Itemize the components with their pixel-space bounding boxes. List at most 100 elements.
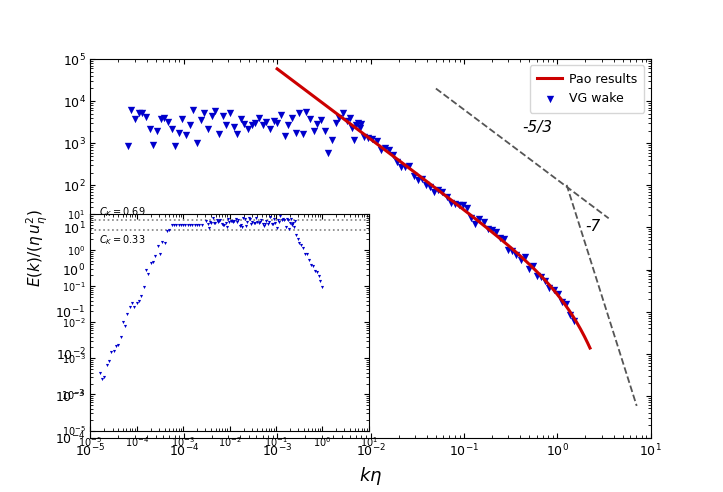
Point bbox=[98, 373, 110, 381]
VG wake bbox=[228, 123, 239, 131]
VG wake bbox=[531, 273, 543, 280]
VG wake bbox=[304, 116, 316, 123]
VG wake bbox=[260, 118, 272, 125]
Point bbox=[275, 213, 286, 220]
Point bbox=[244, 215, 255, 223]
Point bbox=[236, 223, 248, 231]
VG wake bbox=[283, 121, 294, 129]
VG wake bbox=[173, 129, 184, 137]
Point bbox=[166, 221, 177, 229]
VG wake bbox=[242, 125, 254, 133]
VG wake bbox=[257, 121, 268, 128]
Point bbox=[283, 225, 295, 233]
VG wake bbox=[184, 121, 195, 129]
Point bbox=[223, 218, 235, 226]
VG wake bbox=[286, 114, 298, 122]
Point bbox=[270, 219, 281, 227]
VG wake bbox=[246, 121, 257, 128]
Point bbox=[138, 283, 150, 291]
Point bbox=[266, 220, 278, 228]
VG wake bbox=[519, 252, 531, 260]
VG wake bbox=[199, 110, 210, 118]
Point bbox=[277, 215, 288, 222]
VG wake bbox=[354, 124, 366, 132]
VG wake bbox=[312, 120, 323, 127]
Point bbox=[152, 242, 163, 249]
VG wake bbox=[379, 144, 390, 152]
Pao results bbox=[375, 143, 383, 149]
VG wake bbox=[290, 129, 301, 137]
Point bbox=[121, 310, 133, 318]
Point bbox=[113, 341, 124, 349]
VG wake bbox=[457, 202, 469, 210]
Point bbox=[119, 322, 131, 330]
VG wake bbox=[315, 116, 327, 123]
Line: Pao results: Pao results bbox=[277, 69, 590, 348]
VG wake bbox=[388, 152, 399, 159]
VG wake bbox=[297, 129, 309, 137]
Point bbox=[271, 224, 283, 232]
Text: $C_K = 0.69$: $C_K = 0.69$ bbox=[98, 205, 145, 219]
Point bbox=[309, 268, 320, 276]
VG wake bbox=[176, 115, 188, 123]
Point bbox=[228, 217, 239, 225]
Pao results bbox=[470, 215, 479, 220]
VG wake bbox=[151, 127, 163, 135]
VG wake bbox=[341, 118, 352, 125]
Point bbox=[255, 216, 267, 224]
VG wake bbox=[144, 125, 155, 133]
VG wake bbox=[445, 199, 456, 207]
VG wake bbox=[568, 317, 580, 325]
VG wake bbox=[403, 162, 415, 170]
Point bbox=[194, 221, 205, 229]
Point bbox=[129, 304, 140, 311]
Point bbox=[258, 222, 270, 230]
VG wake bbox=[523, 265, 534, 273]
Pao results bbox=[500, 240, 509, 246]
VG wake bbox=[350, 121, 362, 129]
VG wake bbox=[507, 247, 518, 255]
Point bbox=[124, 303, 136, 311]
Point bbox=[117, 318, 129, 326]
Point bbox=[297, 244, 309, 252]
Point bbox=[196, 221, 208, 229]
VG wake bbox=[461, 204, 473, 212]
VG wake bbox=[362, 134, 374, 142]
Point bbox=[239, 215, 250, 223]
Y-axis label: $E(k)/(\eta\, u_\eta^2)$: $E(k)/(\eta\, u_\eta^2)$ bbox=[25, 210, 50, 287]
VG wake bbox=[133, 109, 145, 117]
VG wake bbox=[466, 214, 477, 222]
Point bbox=[272, 216, 283, 224]
VG wake bbox=[129, 115, 141, 123]
Point bbox=[94, 369, 106, 377]
Point bbox=[238, 214, 249, 222]
Point bbox=[173, 221, 184, 229]
Text: -5/3: -5/3 bbox=[522, 121, 552, 135]
Point bbox=[268, 215, 280, 222]
Text: -7: -7 bbox=[586, 219, 601, 235]
Point bbox=[171, 221, 182, 229]
Point bbox=[103, 358, 115, 366]
VG wake bbox=[137, 109, 148, 117]
VG wake bbox=[301, 109, 312, 117]
VG wake bbox=[383, 146, 395, 154]
VG wake bbox=[166, 125, 177, 133]
Point bbox=[202, 220, 213, 228]
Point bbox=[215, 215, 226, 223]
VG wake bbox=[162, 118, 174, 126]
VG wake bbox=[206, 112, 218, 120]
Point bbox=[299, 250, 311, 258]
Point bbox=[189, 221, 200, 229]
Point bbox=[210, 219, 221, 227]
VG wake bbox=[330, 119, 341, 127]
Point bbox=[217, 221, 228, 229]
VG wake bbox=[224, 110, 236, 118]
VG wake bbox=[371, 137, 382, 145]
VG wake bbox=[432, 186, 444, 194]
VG wake bbox=[344, 114, 356, 122]
Point bbox=[267, 220, 278, 228]
Point bbox=[250, 214, 262, 222]
Point bbox=[96, 375, 108, 383]
Point bbox=[263, 218, 275, 226]
Legend: Pao results, VG wake: Pao results, VG wake bbox=[530, 65, 644, 113]
